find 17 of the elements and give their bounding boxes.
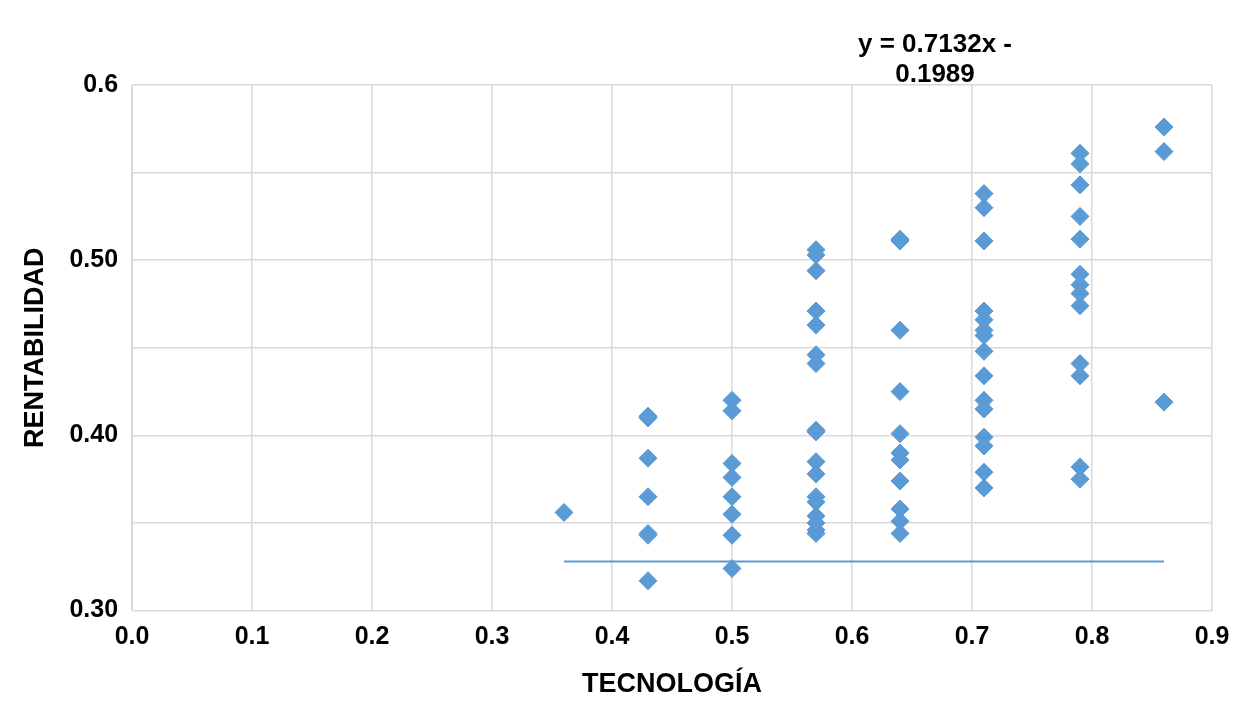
x-tick-label: 0.0: [114, 621, 150, 650]
annotation: y = 0.7132x - 0.1989: [857, 28, 1013, 88]
y-tick-label: 0.6: [83, 68, 119, 97]
x-tick-label: 0.1: [234, 621, 270, 650]
x-axis-title: TECNOLOGÍA: [582, 667, 763, 699]
y-tick-label: 0.40: [69, 419, 119, 448]
x-tick-label: 0.8: [1074, 621, 1110, 650]
x-tick-label: 0.2: [354, 621, 390, 650]
x-tick-label: 0.9: [1194, 621, 1230, 650]
x-tick-label: 0.5: [714, 621, 750, 650]
y-tick-label: 0.50: [69, 244, 119, 273]
x-tick-label: 0.7: [954, 621, 990, 650]
y-axis-title: RENTABILIDAD: [18, 247, 49, 449]
x-tick-label: 0.4: [594, 621, 630, 650]
x-tick-label: 0.6: [834, 621, 870, 650]
x-tick-label: 0.3: [474, 621, 510, 650]
y-tick-label: 0.30: [69, 594, 119, 623]
